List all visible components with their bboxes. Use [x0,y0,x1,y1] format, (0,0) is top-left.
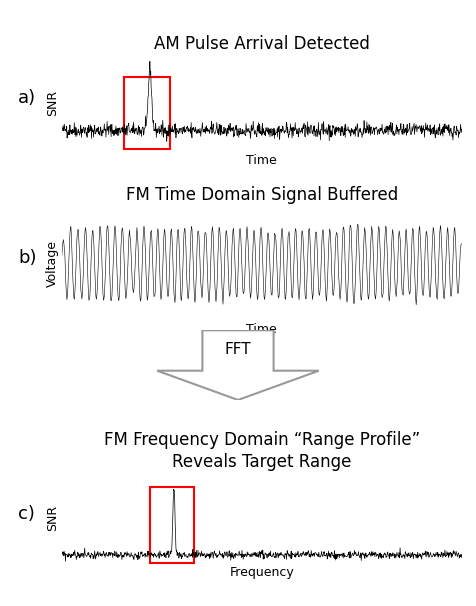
Bar [150,487,194,563]
X-axis label: Time: Time [247,322,277,336]
Text: b): b) [18,249,36,267]
Title: FM Frequency Domain “Range Profile”
Reveals Target Range: FM Frequency Domain “Range Profile” Reve… [104,431,420,471]
X-axis label: Frequency: Frequency [229,567,294,579]
Y-axis label: SNR: SNR [46,505,59,531]
Y-axis label: SNR: SNR [46,90,59,116]
Polygon shape [157,330,319,400]
Text: c): c) [18,505,35,522]
X-axis label: Time: Time [247,155,277,167]
Text: a): a) [18,89,36,107]
Text: FFT: FFT [225,342,251,358]
Title: FM Time Domain Signal Buffered: FM Time Domain Signal Buffered [126,187,398,204]
Bar [124,78,170,149]
Title: AM Pulse Arrival Detected: AM Pulse Arrival Detected [154,35,370,53]
Y-axis label: Voltage: Voltage [46,240,59,287]
